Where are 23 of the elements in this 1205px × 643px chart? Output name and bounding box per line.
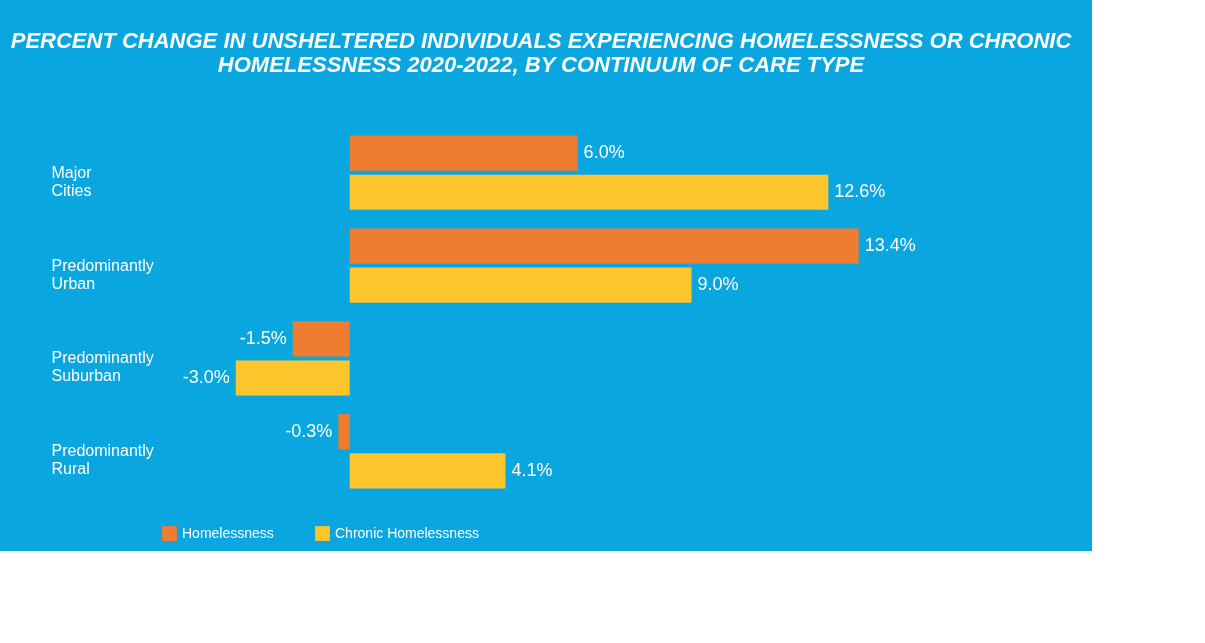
bar xyxy=(338,414,350,450)
y-tick-label: Major Cities xyxy=(51,163,93,199)
data-label: -1.5% xyxy=(239,327,287,348)
data-label: -3.0% xyxy=(182,366,230,387)
bar xyxy=(235,360,350,396)
y-tick-label: Predominantly Rural xyxy=(51,442,154,478)
bar xyxy=(349,135,578,171)
legend-label: Chronic Homelessness xyxy=(335,524,479,541)
data-label: 12.6% xyxy=(834,181,886,202)
bar xyxy=(349,453,506,489)
bar xyxy=(349,174,829,210)
data-label: 9.0% xyxy=(697,274,739,295)
bar xyxy=(349,228,859,264)
chart-title: PERCENT CHANGE IN UNSHELTERED INDIVIDUALS EXPERIENCING HOMELESSNESS OR CHRONIC HOMELESSNESS 2020-2022, BY CONTINUUM OF CARE TYPE xyxy=(10,28,1073,77)
data-label: 13.4% xyxy=(864,235,916,256)
data-label: 4.1% xyxy=(511,459,553,480)
bar xyxy=(292,321,350,357)
data-label: -0.3% xyxy=(285,420,333,441)
data-label: 6.0% xyxy=(583,142,625,163)
y-tick-label: Predominantly Suburban xyxy=(51,349,154,385)
legend-label: Homelessness xyxy=(182,524,274,541)
bar xyxy=(349,267,692,303)
y-tick-label: Predominantly Urban xyxy=(51,256,154,292)
